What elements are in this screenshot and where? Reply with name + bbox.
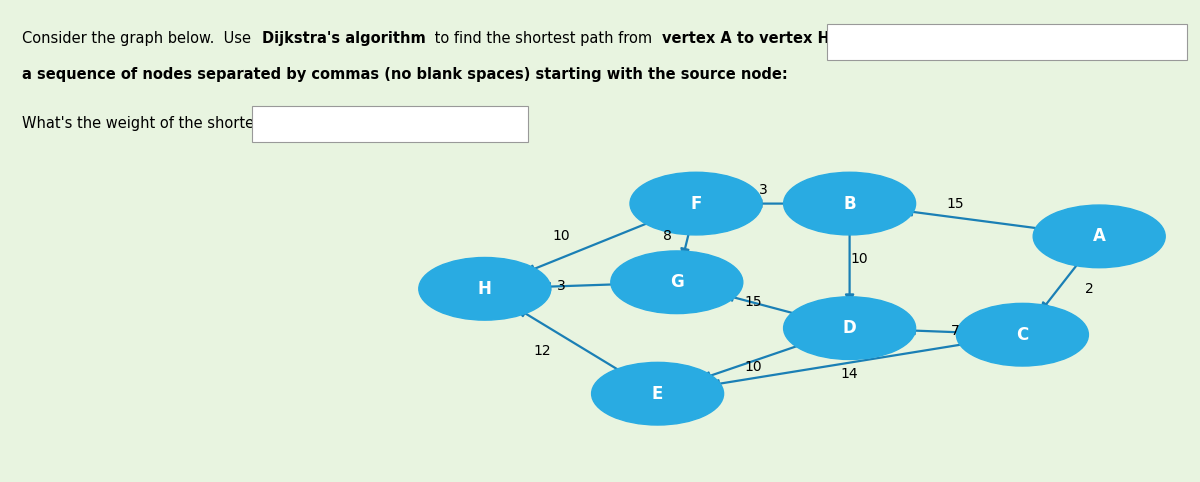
Ellipse shape (784, 297, 916, 360)
Text: C: C (1016, 326, 1028, 344)
Ellipse shape (592, 362, 724, 425)
Text: 14: 14 (841, 367, 858, 381)
FancyBboxPatch shape (827, 24, 1187, 60)
Text: vertex A to vertex H: vertex A to vertex H (662, 31, 830, 46)
Text: Dijkstra's algorithm: Dijkstra's algorithm (262, 31, 425, 46)
Text: 10: 10 (553, 229, 570, 243)
Text: a sequence of nodes separated by commas (no blank spaces) starting with the sour: a sequence of nodes separated by commas … (22, 67, 787, 81)
Text: H: H (478, 280, 492, 298)
Text: 10: 10 (851, 252, 868, 267)
Text: 12: 12 (534, 344, 551, 358)
Ellipse shape (1033, 205, 1165, 268)
Text: 15: 15 (947, 197, 964, 211)
Text: .  Write your answer a.: . Write your answer a. (833, 31, 1000, 46)
Text: 15: 15 (745, 295, 762, 309)
Text: E: E (652, 385, 664, 402)
Ellipse shape (419, 257, 551, 320)
Text: to find the shortest path from: to find the shortest path from (430, 31, 656, 46)
Ellipse shape (630, 172, 762, 235)
Text: 8: 8 (662, 229, 672, 243)
Text: F: F (690, 195, 702, 213)
Text: B: B (844, 195, 856, 213)
Ellipse shape (956, 303, 1088, 366)
Text: G: G (670, 273, 684, 291)
Ellipse shape (784, 172, 916, 235)
Text: 3: 3 (557, 279, 566, 293)
Text: What's the weight of the shortest path?: What's the weight of the shortest path? (22, 116, 313, 131)
Text: 3: 3 (758, 184, 768, 198)
Text: A: A (1093, 228, 1105, 245)
Text: 10: 10 (745, 361, 762, 375)
FancyBboxPatch shape (252, 106, 528, 142)
Text: Consider the graph below.  Use: Consider the graph below. Use (22, 31, 256, 46)
Text: 2: 2 (1085, 282, 1094, 296)
Text: D: D (842, 319, 857, 337)
Text: 7: 7 (950, 324, 960, 338)
Ellipse shape (611, 251, 743, 314)
